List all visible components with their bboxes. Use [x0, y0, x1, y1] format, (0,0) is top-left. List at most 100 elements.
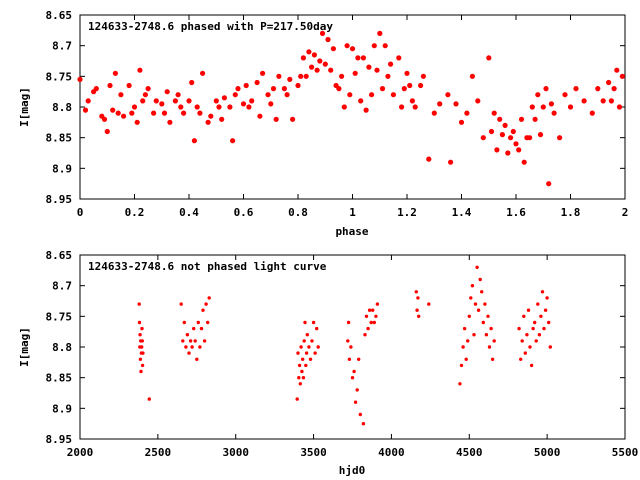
unphased-x-tick-label: 4000: [378, 446, 405, 459]
phased-data-point: [426, 156, 432, 162]
phased-data-point: [221, 95, 227, 101]
phased-data-point: [145, 86, 151, 92]
phased-data-point: [129, 110, 135, 116]
phased-data-point: [240, 101, 247, 107]
unphased-data-point: [316, 345, 320, 349]
phased-data-point: [140, 98, 146, 104]
unphased-data-point: [469, 296, 473, 300]
unphased-data-point: [543, 308, 548, 312]
phased-data-point: [614, 67, 620, 73]
unphased-data-point: [192, 326, 196, 331]
unphased-data-point: [528, 345, 532, 349]
phased-data-point: [232, 92, 238, 98]
unphased-data-point: [464, 357, 468, 361]
phased-y-tick-label: 8.7: [52, 40, 72, 53]
phased-data-point: [480, 135, 486, 141]
phased-data-point: [418, 82, 424, 89]
phased-data-point: [420, 73, 426, 79]
unphased-data-point: [490, 357, 495, 361]
unphased-y-ticks: 8.65 8.7 8.75 8.8 8.85 8.9 8.95: [46, 249, 625, 446]
phased-data-point: [535, 92, 541, 98]
unphased-data-point: [353, 400, 358, 404]
phased-data-point: [488, 128, 495, 135]
phased-data-point: [369, 92, 375, 98]
unphased-data-point: [475, 265, 479, 269]
unphased-data-point: [531, 326, 535, 331]
unphased-data-point: [536, 302, 540, 306]
phased-data-point: [374, 67, 380, 73]
unphased-data-point: [375, 302, 380, 306]
unphased-data-point: [470, 284, 475, 288]
unphased-data-point: [347, 357, 352, 361]
unphased-data-point: [478, 277, 482, 282]
phased-data-point: [518, 116, 525, 122]
unphased-data-point: [147, 397, 151, 401]
phased-data-point: [608, 98, 615, 104]
unphased-data-points: [137, 265, 552, 426]
phased-data-point: [611, 86, 617, 92]
unphased-data-point: [462, 326, 467, 331]
phased-data-point: [126, 82, 132, 89]
phased-data-point: [85, 98, 91, 104]
unphased-data-point: [517, 326, 521, 331]
unphased-data-point: [458, 382, 462, 386]
phased-data-point: [254, 79, 260, 86]
unphased-data-point: [533, 320, 537, 325]
unphased-data-point: [539, 314, 543, 318]
unphased-x-tick-label: 5000: [534, 446, 561, 459]
unphased-data-point: [179, 302, 183, 306]
unphased-data-point: [369, 320, 373, 325]
unphased-data-point: [301, 376, 306, 380]
phased-data-point: [404, 70, 410, 76]
phased-data-point: [581, 98, 587, 104]
unphased-data-point: [297, 376, 301, 380]
phased-data-point: [445, 92, 451, 98]
phased-data-point: [330, 46, 336, 52]
phased-x-tick-label: 0: [77, 206, 84, 219]
unphased-data-point: [414, 290, 418, 294]
phased-y-tick-label: 8.8: [52, 101, 72, 114]
phased-y-tick-label: 8.85: [46, 132, 73, 145]
unphased-data-point: [188, 339, 193, 343]
phased-data-point: [235, 86, 241, 92]
phased-data-point: [401, 86, 407, 92]
phased-data-point: [336, 86, 342, 92]
unphased-data-point: [137, 302, 141, 306]
phased-data-point: [497, 116, 503, 122]
unphased-data-point: [300, 369, 304, 374]
unphased-data-point: [201, 308, 205, 312]
phased-data-point: [243, 82, 249, 89]
unphased-data-point: [138, 333, 142, 337]
phased-data-point: [314, 67, 320, 73]
unphased-data-point: [484, 333, 489, 337]
phased-data-point: [508, 135, 514, 141]
phased-data-point: [513, 141, 519, 147]
phased-x-ticks: 0 0.2 0.4 0.6 0.8 1 1.2 1.4 1.6 1.8 2: [77, 15, 628, 219]
phased-data-point: [260, 70, 266, 76]
phased-data-point: [448, 159, 454, 165]
unphased-data-point: [366, 326, 370, 331]
unphased-x-tick-label: 2000: [67, 446, 94, 459]
unphased-y-tick-label: 8.9: [52, 402, 72, 415]
unphased-x-ticks: 2000 2500 3000 3500 4000 4500 5000 5500: [67, 255, 638, 459]
phased-data-point: [339, 73, 345, 79]
phased-data-point: [306, 49, 312, 55]
unphased-data-point: [483, 302, 487, 306]
phased-data-point: [249, 98, 255, 104]
unphased-data-point: [184, 345, 188, 349]
unphased-y-tick-label: 8.65: [46, 249, 73, 262]
unphased-x-tick-label: 3500: [300, 446, 327, 459]
phased-data-point: [213, 98, 219, 104]
unphased-data-point: [202, 339, 207, 343]
phased-y-tick-label: 8.75: [46, 70, 73, 83]
unphased-y-tick-label: 8.85: [46, 372, 73, 385]
phased-data-point: [186, 98, 192, 104]
phased-data-points: [77, 30, 625, 187]
unphased-data-point: [190, 345, 194, 349]
phased-data-point: [532, 116, 538, 122]
phased-data-point: [281, 86, 287, 92]
phased-data-point: [358, 98, 364, 104]
phased-x-axis-label: phase: [335, 225, 368, 238]
unphased-data-point: [350, 376, 355, 380]
unphased-data-point: [476, 308, 481, 312]
